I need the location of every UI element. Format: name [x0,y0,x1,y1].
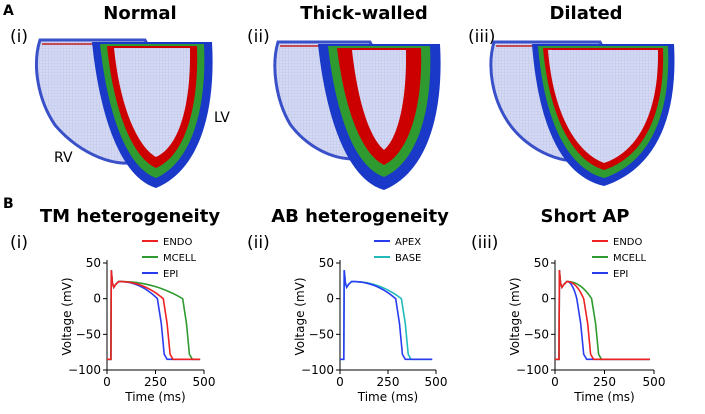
series-line-epi [555,270,650,361]
heart-dilated: Dilated (iii) [468,3,675,186]
legend-label-apex: APEX [395,237,421,248]
x-axis-label: Time (ms) [124,390,186,404]
y-tick-label: −100 [301,363,334,377]
y-tick-label: −50 [309,327,334,341]
plot-title-short: Short AP [540,206,629,227]
heart-title-normal: Normal [103,3,176,24]
y-tick-label: 0 [541,292,549,306]
plot-title-tm: TM heterogeneity [40,206,220,227]
x-tick-label: 0 [551,375,559,389]
lv-cavity [352,50,407,150]
legend-label-endo: ENDO [613,237,642,248]
series-line-mcell [555,270,650,361]
plot-roman-short: (iii) [471,233,498,253]
legend-label-epi: EPI [613,269,628,280]
x-tick-label: 250 [593,375,616,389]
y-tick-label: 0 [93,292,101,306]
x-axis-label: Time (ms) [573,390,635,404]
x-tick-label: 500 [643,375,666,389]
heart-roman-thick: (ii) [247,27,270,47]
y-tick-label: 50 [86,256,101,270]
series-line-mcell [107,270,201,361]
series-line-epi [107,270,201,361]
x-tick-label: 250 [377,375,400,389]
y-tick-label: 50 [534,256,549,270]
heart-title-thick: Thick-walled [300,3,428,24]
x-tick-label: 500 [193,375,216,389]
legend-label-mcell: MCELL [613,253,647,264]
lv-cavity [114,48,191,157]
legend-label-mcell: MCELL [163,253,197,264]
heart-normal: Normal (i) LV RV [10,3,230,188]
y-axis-label: Voltage (mV) [60,277,74,355]
legend-label-endo: ENDO [163,237,192,248]
series-line-endo [107,270,201,361]
series-line-base [340,270,433,361]
y-tick-label: −100 [516,363,549,377]
x-axis-label: Time (ms) [357,390,419,404]
rv-label: RV [54,150,73,166]
y-axis-label: Voltage (mV) [293,277,307,355]
y-tick-label: −50 [76,327,101,341]
panel-a-label: A [3,3,14,19]
heart-roman-normal: (i) [10,27,28,47]
y-tick-label: −50 [524,327,549,341]
panel-b-label: B [3,196,14,212]
heart-title-dilated: Dilated [549,3,622,24]
series-line-apex [340,270,433,361]
lv-cavity [548,50,659,163]
y-axis-label: Voltage (mV) [508,277,522,355]
y-tick-label: 0 [326,292,334,306]
heart-thick-walled: Thick-walled (ii) [247,3,441,190]
plot-roman-ab: (ii) [247,233,270,253]
x-tick-label: 0 [103,375,111,389]
series-line-endo [555,270,650,361]
plot-roman-tm: (i) [10,233,28,253]
heart-roman-dilated: (iii) [468,27,495,47]
y-tick-label: 50 [319,256,334,270]
y-tick-label: −100 [68,363,101,377]
x-tick-label: 250 [144,375,167,389]
lv-label: LV [214,110,230,126]
plot-title-ab: AB heterogeneity [271,206,449,227]
x-tick-label: 0 [336,375,344,389]
x-tick-label: 500 [425,375,448,389]
legend-label-base: BASE [395,253,421,264]
legend-label-epi: EPI [163,269,178,280]
